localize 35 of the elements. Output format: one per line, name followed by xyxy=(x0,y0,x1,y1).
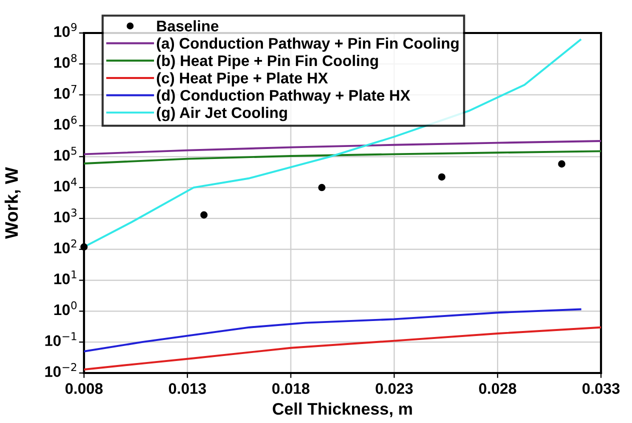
x-tick-label: 0.008 xyxy=(65,383,103,394)
y-tick-label: 10$^{2}$ xyxy=(54,239,76,254)
x-tick-label: 0.033 xyxy=(582,383,620,394)
y-tick-label: 10$^{5}$ xyxy=(54,146,76,161)
legend-label: (g) Air Jet Cooling xyxy=(156,106,287,122)
x-tick-label: 0.028 xyxy=(479,383,516,394)
point xyxy=(438,173,446,181)
y-tick-label: 10$^{6}$ xyxy=(54,116,77,130)
x-tick-label: 0.023 xyxy=(376,383,413,394)
line-series xyxy=(84,308,582,352)
point xyxy=(318,184,326,192)
y-tick-label: 10$^{−2}$ xyxy=(45,363,76,377)
line-series xyxy=(84,140,601,156)
y-tick-label: 10$^{3}$ xyxy=(54,208,76,222)
point xyxy=(558,160,566,168)
y-tick-label: 10$^{9}$ xyxy=(54,23,77,37)
legend-label: (b) Heat Pipe + Pin Fin Cooling xyxy=(156,54,378,70)
x-tick-label: 0.013 xyxy=(168,383,206,394)
y-axis-title: Work, W xyxy=(4,167,21,239)
line-series xyxy=(84,150,601,164)
legend-label: (a) Conduction Pathway + Pin Fin Cooling xyxy=(156,38,459,52)
line-series xyxy=(84,326,601,370)
x-tick-label: 0.018 xyxy=(272,383,310,394)
y-tick-label: 10$^{1}$ xyxy=(54,270,76,284)
legend-label: (c) Heat Pipe + Plate HX xyxy=(156,72,328,86)
x-axis-title: Cell Thickness, m xyxy=(272,402,412,418)
y-tick-label: 10$^{−1}$ xyxy=(45,332,76,346)
y-tick-label: 10$^{8}$ xyxy=(54,54,77,68)
y-tick-label: 10$^{4}$ xyxy=(54,178,77,192)
legend-label: (d) Conduction Pathway + Plate HX xyxy=(156,90,410,104)
y-tick-label: 10$^{7}$ xyxy=(54,85,76,99)
point xyxy=(200,211,208,219)
point xyxy=(80,243,88,251)
y-tick-label: 10$^{0}$ xyxy=(54,301,77,316)
legend-label: Baseline xyxy=(157,20,218,32)
